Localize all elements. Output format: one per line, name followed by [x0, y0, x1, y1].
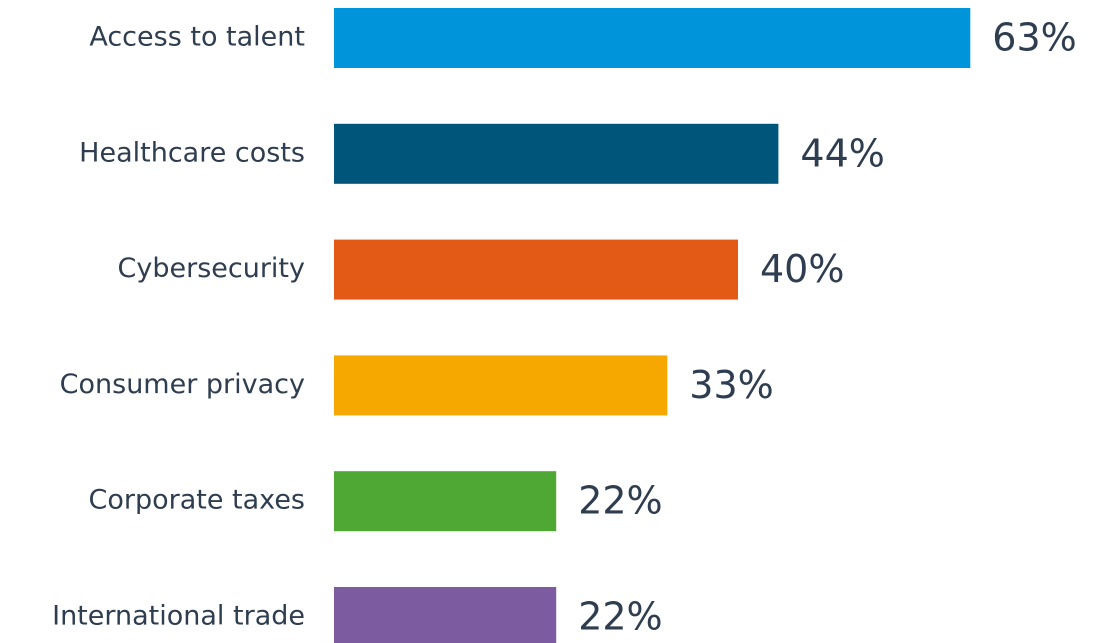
- bar: [334, 123, 779, 184]
- value-label: 63%: [992, 16, 1076, 60]
- bar: [334, 8, 971, 68]
- category-label: Corporate taxes: [88, 485, 305, 516]
- bar: [334, 587, 557, 643]
- bar: [334, 355, 668, 416]
- bar: [334, 239, 738, 300]
- value-label: 44%: [800, 131, 884, 175]
- category-label: International trade: [52, 601, 305, 632]
- bar: [334, 471, 557, 532]
- value-label: 40%: [760, 247, 844, 291]
- value-label: 22%: [578, 595, 662, 639]
- value-label: 22%: [578, 479, 662, 523]
- category-label: Consumer privacy: [60, 369, 305, 400]
- category-label: Cybersecurity: [118, 253, 306, 284]
- category-label: Access to talent: [89, 22, 305, 53]
- category-label: Healthcare costs: [79, 137, 305, 168]
- value-label: 33%: [689, 363, 773, 407]
